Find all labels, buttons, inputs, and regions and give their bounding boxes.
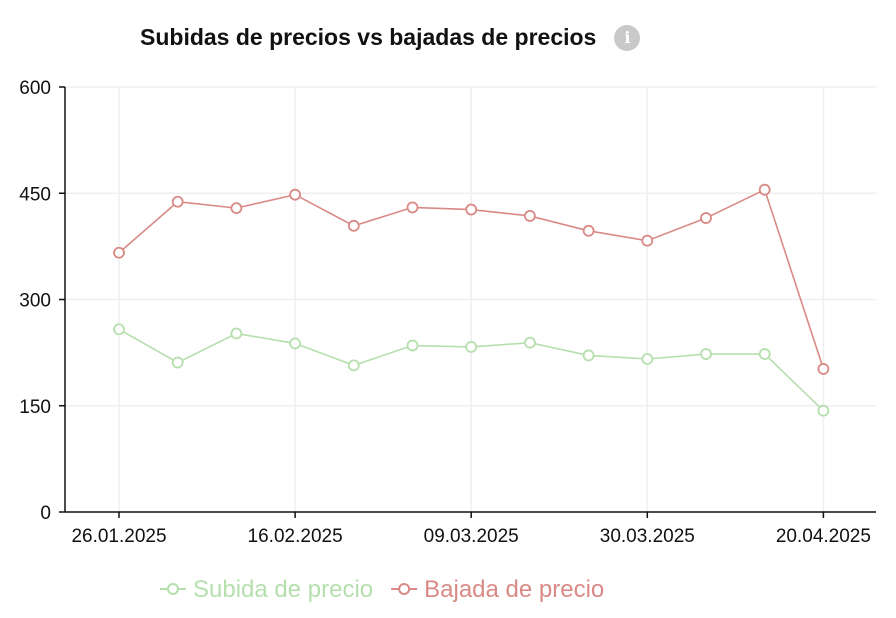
data-point: [582, 349, 595, 362]
data-point: [700, 212, 712, 224]
y-tick-label: 450: [19, 184, 51, 205]
x-tick-label: 16.02.2025: [248, 526, 343, 547]
y-tick-label: 300: [19, 291, 51, 312]
x-tick-label: 20.04.2025: [776, 526, 871, 547]
y-tick-label: 150: [19, 397, 51, 418]
x-tick-label: 26.01.2025: [71, 526, 166, 547]
data-point: [700, 348, 712, 360]
data-point: [347, 219, 360, 232]
legend-label: Bajada de precio: [424, 576, 604, 603]
data-point: [113, 246, 125, 259]
data-point: [289, 337, 302, 350]
data-point: [524, 210, 536, 222]
data-point: [406, 339, 419, 352]
legend-swatch-marker: [398, 583, 411, 595]
data-point: [406, 201, 419, 214]
y-tick-label: 0: [40, 503, 51, 524]
data-point: [817, 363, 830, 375]
data-point: [465, 341, 478, 353]
data-point: [171, 356, 184, 369]
legend-label: Subida de precio: [193, 576, 373, 603]
chart-title: Subidas de precios vs bajadas de precios: [140, 24, 597, 50]
data-point: [289, 188, 302, 201]
legend-swatch-marker: [167, 583, 179, 595]
data-point: [113, 323, 125, 336]
data-point: [817, 404, 830, 417]
y-tick-label: 600: [19, 78, 51, 99]
data-point: [641, 234, 654, 247]
data-point: [524, 336, 536, 349]
data-point: [582, 224, 595, 237]
data-point: [758, 348, 771, 360]
data-point: [758, 183, 771, 196]
data-point: [641, 353, 654, 365]
data-point: [230, 202, 243, 215]
data-point: [347, 359, 360, 372]
chart-header: Subidas de precios vs bajadas de precios…: [140, 24, 641, 51]
data-point: [171, 195, 184, 208]
x-tick-label: 09.03.2025: [424, 526, 519, 547]
info-icon[interactable]: i: [614, 24, 641, 51]
data-point: [230, 327, 243, 340]
x-tick-label: 30.03.2025: [600, 526, 695, 547]
data-point: [465, 203, 478, 216]
